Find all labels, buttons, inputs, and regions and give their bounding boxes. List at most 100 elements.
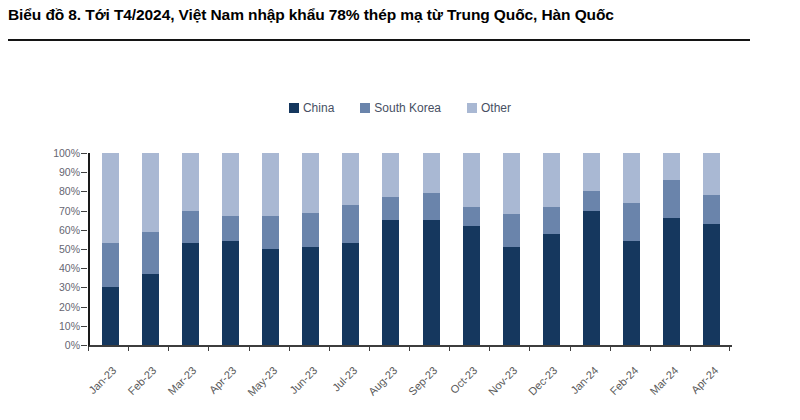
bar-segment-south-korea: [703, 195, 720, 224]
bar-segment-south-korea: [623, 203, 640, 241]
x-tick-mark: [249, 347, 250, 351]
bar-segment-china: [302, 247, 319, 345]
x-category-label: Apr-23: [207, 364, 239, 396]
bar-segment-other: [262, 153, 279, 216]
x-tick-mark: [329, 347, 330, 351]
bar-segment-other: [503, 153, 520, 214]
bar-segment-other: [703, 153, 720, 195]
bar-slot-apr-24: [692, 153, 732, 345]
legend-label-south-korea: South Korea: [374, 101, 441, 115]
chart-title: Biểu đồ 8. Tới T4/2024, Việt Nam nhập kh…: [8, 6, 760, 24]
stacked-bar-may-23: [262, 153, 279, 345]
stacked-bar-oct-23: [463, 153, 480, 345]
y-tick-label: 0%: [28, 339, 80, 351]
x-category-label: Mar-23: [166, 364, 199, 397]
x-category-label: Jan-23: [86, 364, 118, 396]
bar-segment-south-korea: [583, 191, 600, 210]
stacked-bar-mar-24: [663, 153, 680, 345]
legend-label-other: Other: [481, 101, 511, 115]
y-tick-label: 30%: [28, 281, 80, 293]
bar-segment-china: [463, 226, 480, 345]
y-axis-labels: 100%90%80%70%60%50%40%30%20%10%0%: [28, 0, 80, 420]
x-tick-mark: [208, 347, 209, 351]
report-page: Biểu đồ 8. Tới T4/2024, Việt Nam nhập kh…: [0, 0, 800, 420]
x-tick-mark: [489, 347, 490, 351]
bar-slot-jan-23: [90, 153, 130, 345]
x-tick-mark: [369, 347, 370, 351]
stacked-bar-feb-24: [623, 153, 640, 345]
bar-segment-other: [342, 153, 359, 205]
bar-segment-china: [583, 211, 600, 345]
x-tick-mark: [449, 347, 450, 351]
bar-slot-jul-23: [331, 153, 371, 345]
bar-slot-dec-23: [531, 153, 571, 345]
bar-segment-other: [302, 153, 319, 213]
legend-item-south-korea: South Korea: [360, 101, 441, 115]
x-tick-mark: [650, 347, 651, 351]
x-tick-mark: [610, 347, 611, 351]
x-category-label: Dec-23: [526, 364, 560, 398]
other-swatch-icon: [467, 103, 477, 113]
bar-segment-south-korea: [503, 214, 520, 247]
bar-segment-other: [423, 153, 440, 193]
bar-slot-jun-23: [291, 153, 331, 345]
y-tick-label: 90%: [28, 166, 80, 178]
x-category-label: Mar-24: [647, 364, 680, 397]
bar-segment-china: [623, 241, 640, 345]
y-tick-label: 10%: [28, 320, 80, 332]
x-tick-mark: [529, 347, 530, 351]
bar-segment-south-korea: [302, 213, 319, 248]
bar-slot-may-23: [251, 153, 291, 345]
bar-slot-mar-24: [652, 153, 692, 345]
stacked-bar-nov-23: [503, 153, 520, 345]
plot-area: [88, 153, 732, 347]
bar-segment-other: [142, 153, 159, 232]
bar-segment-other: [463, 153, 480, 207]
china-swatch-icon: [289, 103, 299, 113]
x-category-label: Nov-23: [486, 364, 520, 398]
stacked-bar-jul-23: [342, 153, 359, 345]
bar-segment-china: [663, 218, 680, 345]
bar-segment-china: [342, 243, 359, 345]
y-tick-mark: [81, 287, 87, 288]
stacked-bar-feb-23: [142, 153, 159, 345]
bar-slot-aug-23: [371, 153, 411, 345]
bar-segment-china: [182, 243, 199, 345]
x-category-label: Feb-24: [607, 364, 640, 397]
bar-segment-south-korea: [262, 216, 279, 249]
x-category-label: Oct-23: [448, 364, 480, 396]
y-tick-label: 80%: [28, 185, 80, 197]
x-category-label: Feb-23: [126, 364, 159, 397]
bar-slot-feb-24: [612, 153, 652, 345]
x-tick-mark: [128, 347, 129, 351]
y-tick-mark: [81, 191, 87, 192]
bar-segment-china: [262, 249, 279, 345]
x-tick-mark: [570, 347, 571, 351]
y-tick-mark: [81, 345, 87, 346]
y-tick-mark: [81, 268, 87, 269]
bar-segment-other: [583, 153, 600, 191]
bar-slot-jan-24: [572, 153, 612, 345]
bar-segment-china: [543, 234, 560, 345]
x-category-label: Jun-23: [287, 364, 319, 396]
bar-segment-south-korea: [663, 180, 680, 218]
x-tick-mark: [289, 347, 290, 351]
y-tick-mark: [81, 230, 87, 231]
bar-segment-other: [182, 153, 199, 211]
stacked-bar-apr-23: [222, 153, 239, 345]
x-category-label: Jan-24: [568, 364, 600, 396]
y-tick-mark: [81, 307, 87, 308]
x-tick-mark: [690, 347, 691, 351]
y-tick-label: 60%: [28, 224, 80, 236]
south-korea-swatch-icon: [360, 103, 370, 113]
x-axis-labels: Jan-23Feb-23Mar-23Apr-23May-23Jun-23Jul-…: [88, 352, 730, 412]
bar-segment-china: [222, 241, 239, 345]
bar-segment-china: [503, 247, 520, 345]
y-tick-label: 50%: [28, 243, 80, 255]
bar-segment-other: [623, 153, 640, 203]
bar-segment-south-korea: [463, 207, 480, 226]
bar-segment-south-korea: [423, 193, 440, 220]
y-tick-label: 20%: [28, 301, 80, 313]
y-tick-mark: [81, 249, 87, 250]
y-tick-label: 100%: [28, 147, 80, 159]
